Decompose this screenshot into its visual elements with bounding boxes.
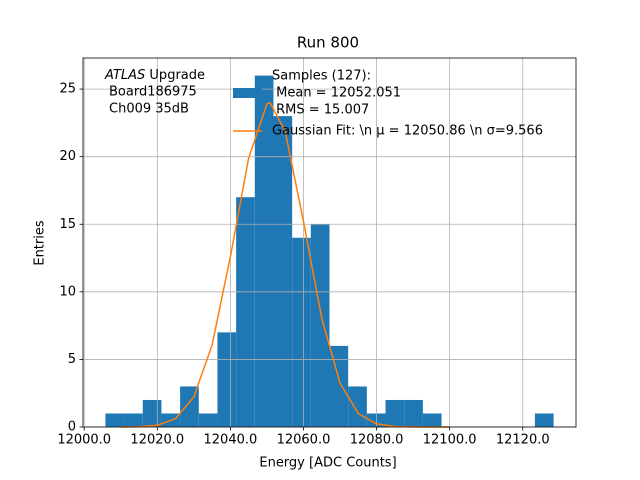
x-tick-label: 12080.0 [350,433,404,448]
x-tick-label: 12100.0 [423,433,477,448]
legend-label: Samples (127): [272,69,371,84]
y-tick-label: 10 [59,284,76,299]
fit-line [120,101,450,428]
legend-label: Mean = 12052.051 [272,86,401,101]
legend-swatch [233,88,262,98]
y-tick-label: 25 [59,82,76,97]
bar [124,413,143,427]
x-axis-label: Energy [ADC Counts] [259,456,396,471]
bar [385,399,405,427]
chart-title: Run 800 [297,34,359,52]
annotation-italic: ATLAS [104,68,145,83]
y-tick-label: 20 [59,149,76,164]
bar [292,237,311,427]
bar [142,399,162,427]
annotation-text: Upgrade [149,68,205,83]
bar [534,413,554,427]
annotation: ATLAS Upgrade [104,68,205,83]
bar [254,75,274,428]
x-tick-label: 12120.0 [496,433,550,448]
bar [310,224,330,427]
bar [348,386,367,427]
x-tick-label: 12020.0 [130,433,184,448]
y-tick-label: 15 [59,217,76,232]
bar [217,332,237,427]
bar [422,413,442,427]
bar [236,197,255,427]
legend-label: Gaussian Fit: \n μ = 12050.86 \n σ=9.566 [272,124,543,139]
annotation: Board186975 [109,85,197,100]
bar [105,413,125,427]
y-tick-label: 5 [68,352,76,367]
y-tick-label: 0 [68,420,76,435]
x-tick-label: 12040.0 [204,433,258,448]
bar [329,345,349,427]
y-axis-label: Entries [33,220,48,266]
legend-label: RMS = 15.007 [272,103,369,118]
annotation: Ch009 35dB [109,102,189,117]
axes-frame [82,57,577,428]
x-tick-label: 12060.0 [277,433,331,448]
bar [404,399,423,427]
bar [198,413,218,427]
x-tick-label: 12000.0 [57,433,111,448]
bar [273,116,293,427]
